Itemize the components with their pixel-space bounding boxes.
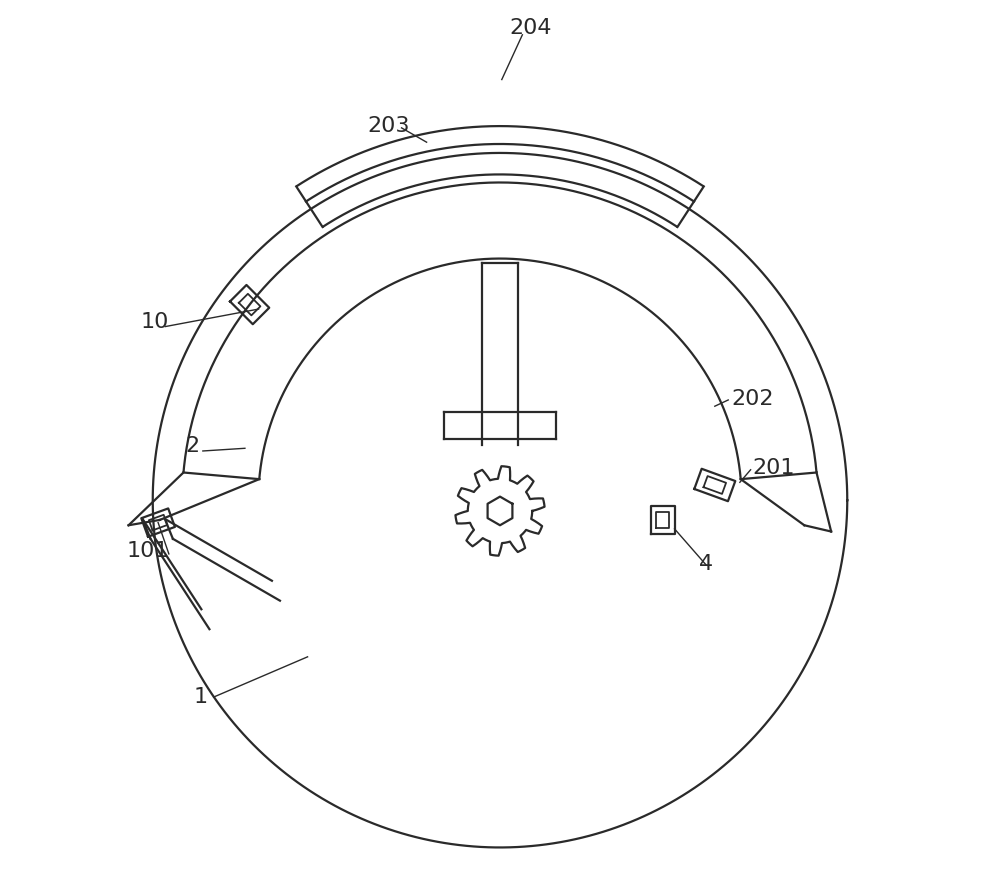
- Text: 4: 4: [699, 553, 713, 573]
- Text: 201: 201: [752, 458, 795, 477]
- Text: 204: 204: [509, 18, 551, 38]
- Text: 203: 203: [368, 116, 410, 136]
- Text: 202: 202: [731, 388, 773, 408]
- Text: 2: 2: [185, 435, 199, 455]
- Text: 101: 101: [127, 540, 169, 560]
- Text: 1: 1: [194, 686, 208, 705]
- Text: 10: 10: [140, 311, 169, 331]
